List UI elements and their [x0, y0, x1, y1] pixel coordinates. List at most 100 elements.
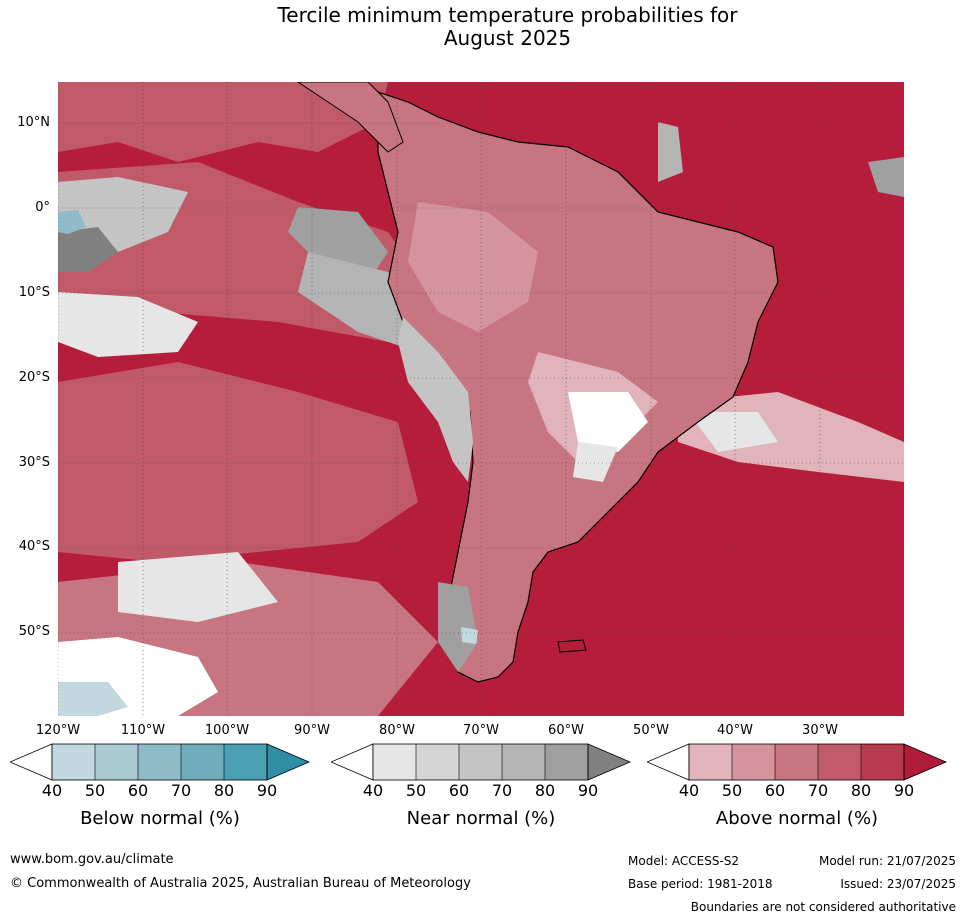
colorbar-tick: 80: [850, 781, 872, 800]
chart-title: Tercile minimum temperature probabilitie…: [0, 4, 965, 50]
colorbar-frame: [51, 743, 268, 781]
colorbar-below-normal: [10, 743, 310, 781]
region-near-50: [688, 412, 778, 452]
lon-label: 70°W: [463, 723, 499, 738]
model-name: Model: ACCESS-S2: [628, 854, 740, 868]
lon-label: 40°W: [717, 723, 753, 738]
lat-label: 20°S: [18, 370, 50, 385]
graticule: [58, 82, 904, 716]
colorbar-segment: [10, 743, 53, 781]
model-run-date: Model run: 21/07/2025: [818, 854, 956, 868]
lat-label: 50°S: [18, 624, 50, 639]
colorbar-segment: [181, 744, 224, 780]
colorbar-segment: [818, 744, 861, 780]
colorbar-tick: 80: [213, 781, 235, 800]
website-link[interactable]: www.bom.gov.au/climate: [10, 852, 174, 867]
colorbar-dividers: [94, 744, 225, 780]
lat-label: 40°S: [18, 539, 50, 554]
colorbar-segment: [861, 744, 904, 780]
colorbar-segment: [224, 744, 267, 780]
region-near-90: [58, 227, 118, 272]
lon-label: 60°W: [548, 723, 584, 738]
colorbar-tick: 90: [577, 781, 599, 800]
colorbar-dividers: [415, 744, 546, 780]
lon-label: 120°W: [35, 723, 81, 738]
region-near-50: [58, 292, 198, 357]
colorbar-segment: [416, 744, 459, 780]
colorbar-segment: [647, 743, 690, 781]
region-above-60: [408, 202, 538, 332]
central-america: [297, 82, 404, 153]
colorbar-segment: [95, 744, 138, 780]
colorbar-tick: 70: [491, 781, 513, 800]
region-below-60: [58, 210, 86, 234]
lon-label: 50°W: [633, 723, 669, 738]
falkland-islands: [557, 639, 587, 653]
colorbar-segment: [732, 744, 775, 780]
lon-label: 90°W: [294, 723, 330, 738]
colorbar-segment: [459, 744, 502, 780]
map-svg: [58, 82, 904, 716]
colorbar-title-near: Near normal (%): [406, 808, 556, 829]
colorbar-tick: 50: [84, 781, 106, 800]
region-normal-white: [568, 392, 648, 452]
colorbar-segment: [331, 743, 374, 781]
colorbar-tick: 70: [170, 781, 192, 800]
lon-label: 80°W: [379, 723, 415, 738]
region-above-80: [58, 82, 388, 162]
lon-label: 30°W: [802, 723, 838, 738]
boundary-disclaimer: Boundaries are not considered authoritat…: [690, 900, 956, 914]
region-near-50: [573, 442, 618, 482]
lon-label: 100°W: [204, 723, 250, 738]
region-near-50: [118, 552, 278, 622]
colorbar-above-normal: [647, 743, 947, 781]
colorbar-tick: 40: [678, 781, 700, 800]
colorbar-title-below: Below normal (%): [80, 808, 240, 829]
region-below-50: [461, 627, 478, 644]
colorbar-tick: 90: [893, 781, 915, 800]
colorbar-tick: 60: [127, 781, 149, 800]
region-near-90: [288, 207, 388, 282]
region-above-80: [58, 362, 418, 562]
copyright-text: © Commonwealth of Australia 2025, Austra…: [10, 876, 471, 891]
colorbar-tick: 70: [807, 781, 829, 800]
colorbar-tick: 50: [721, 781, 743, 800]
lat-label: 10°S: [18, 285, 50, 300]
title-line-1: Tercile minimum temperature probabilitie…: [277, 3, 738, 27]
region-near-80: [658, 122, 683, 182]
colorbar-tick: 40: [362, 781, 384, 800]
issued-date: Issued: 23/07/2025: [840, 877, 956, 891]
lat-label: 0°: [35, 200, 50, 215]
colorbar-tick: 60: [448, 781, 470, 800]
colorbar-tick: 40: [41, 781, 63, 800]
lat-label: 10°N: [17, 115, 50, 130]
title-line-2: August 2025: [443, 26, 572, 50]
region-near-90: [438, 582, 478, 672]
colorbar-segment: [903, 743, 947, 781]
colorbar-frame: [688, 743, 905, 781]
colorbar-segment: [545, 744, 588, 780]
colorbar-tick: 50: [405, 781, 427, 800]
colorbar-segment: [52, 744, 95, 780]
colorbar-tick: 60: [764, 781, 786, 800]
lon-label: 110°W: [120, 723, 166, 738]
region-below-50: [58, 682, 128, 716]
colorbar-segment: [689, 744, 732, 780]
colorbar-segment: [502, 744, 545, 780]
colorbar-segment: [587, 743, 631, 781]
colorbar-title-above: Above normal (%): [715, 808, 879, 829]
probability-map: [58, 82, 904, 716]
region-near-70: [398, 317, 473, 482]
lat-label: 30°S: [18, 455, 50, 470]
colorbar-near-normal: [331, 743, 631, 781]
colorbar-frame: [372, 743, 589, 781]
colorbar-segment: [373, 744, 416, 780]
region-near-90: [868, 157, 904, 197]
colorbar-segment: [138, 744, 181, 780]
colorbar-segment: [775, 744, 818, 780]
colorbar-tick: 80: [534, 781, 556, 800]
base-period: Base period: 1981-2018: [628, 877, 773, 891]
colorbar-segment: [266, 743, 310, 781]
colorbar-dividers: [731, 744, 862, 780]
colorbar-tick: 90: [256, 781, 278, 800]
